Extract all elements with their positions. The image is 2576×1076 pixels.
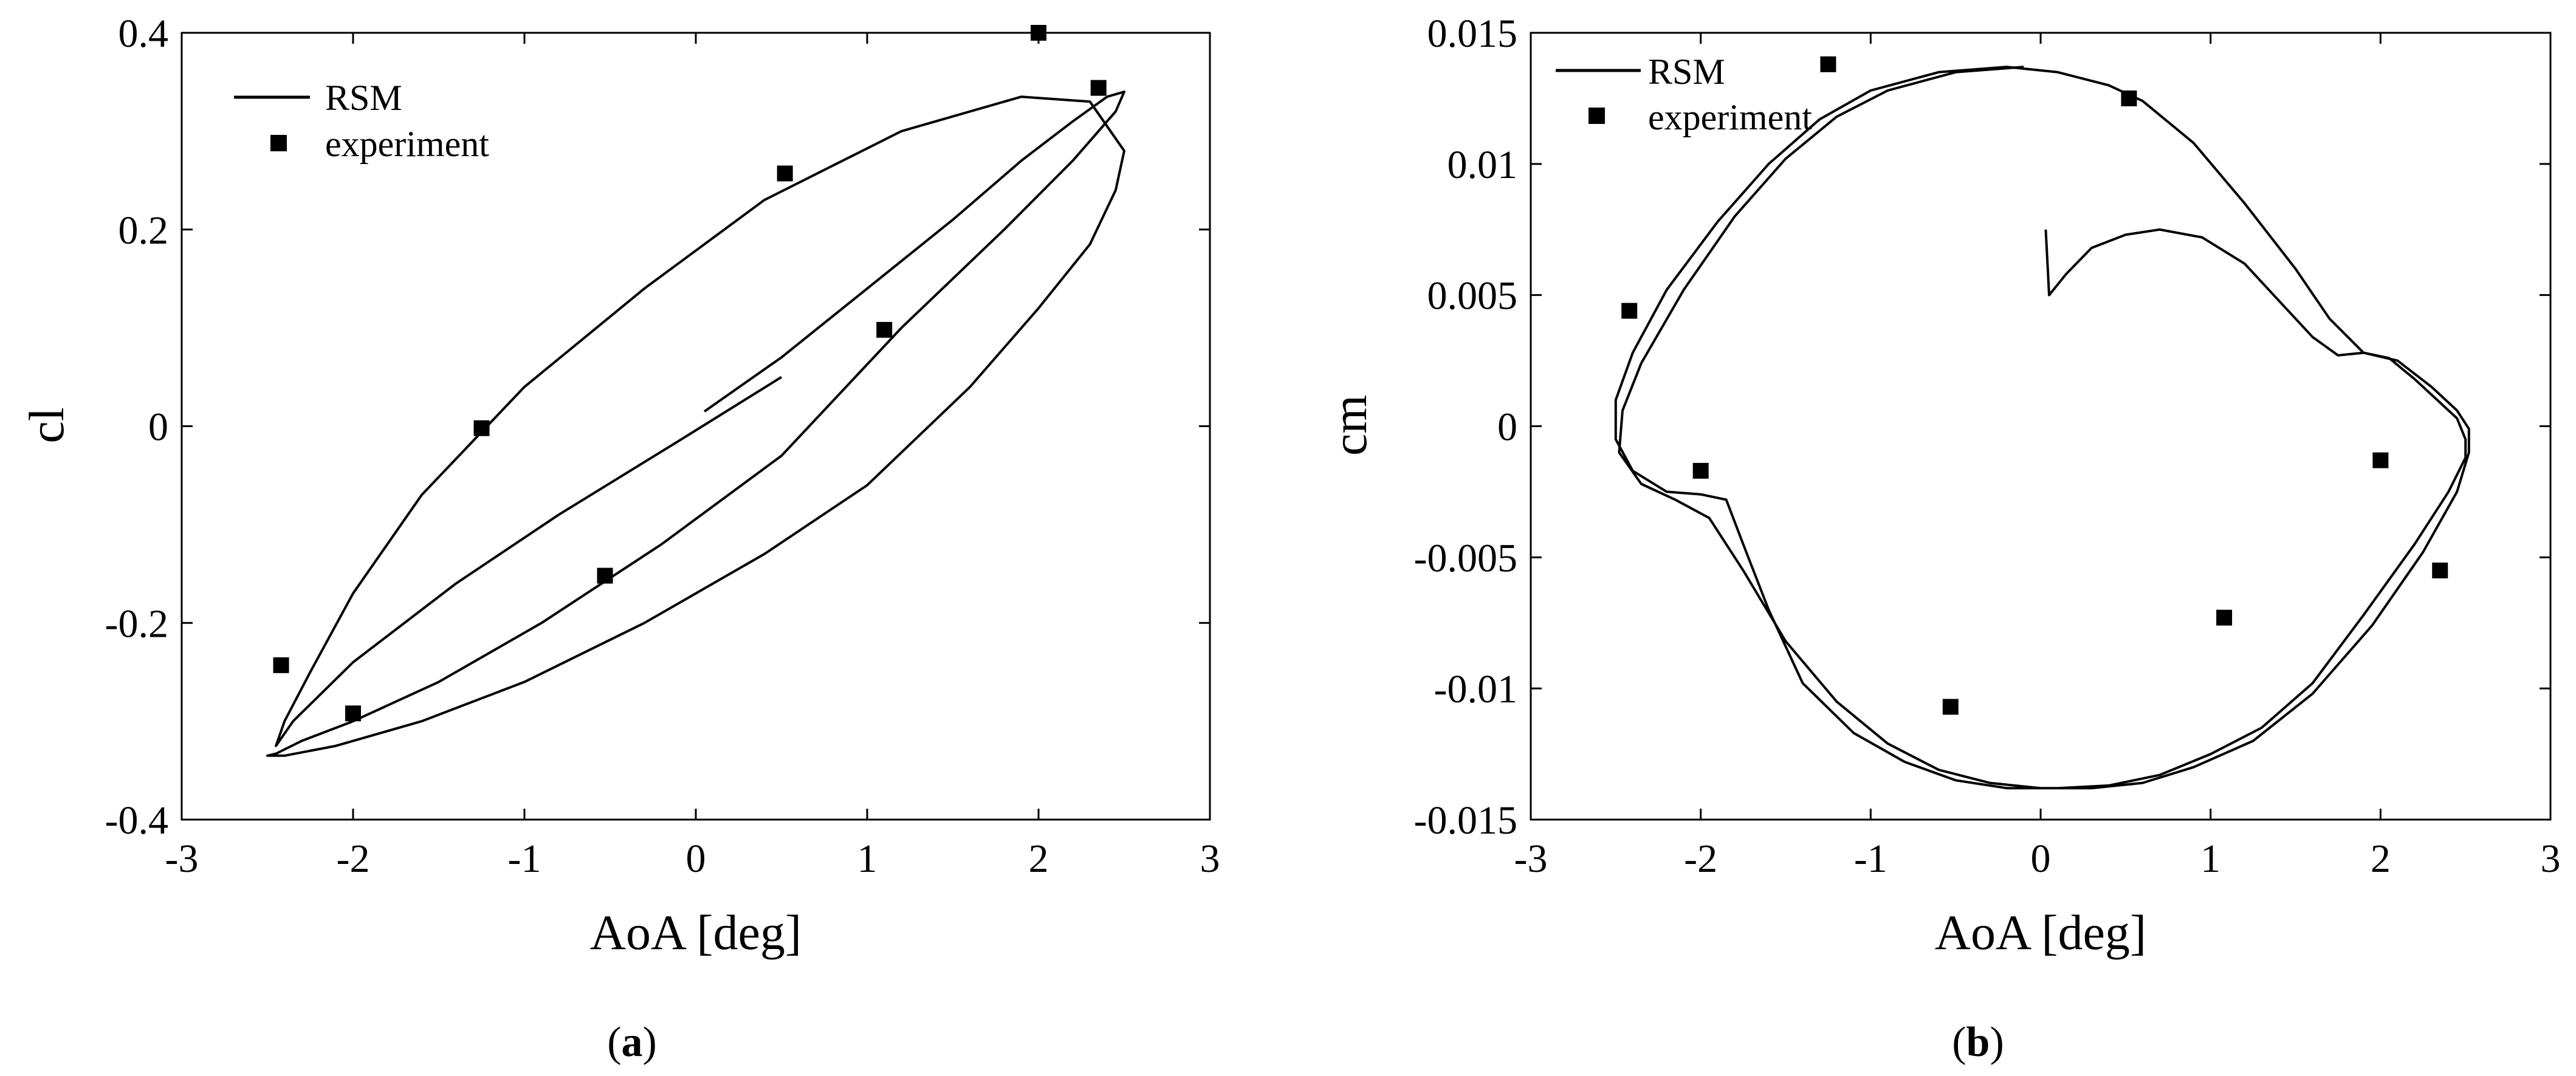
chart-a-x-ticks: -3 -2 -1 0 1 2 3 (165, 33, 1220, 881)
x-tick-label: 0 (686, 837, 706, 881)
experiment-point (273, 657, 289, 673)
y-tick-label: -0.4 (105, 798, 168, 843)
chart-a-x-axis-label: AoA [deg] (590, 905, 802, 960)
x-tick-label: 2 (2371, 837, 2391, 881)
x-tick-label: 3 (1200, 837, 1220, 881)
y-tick-label: 0.005 (1427, 274, 1518, 318)
x-tick-label: -1 (1854, 837, 1887, 881)
x-tick-label: 0 (2031, 837, 2051, 881)
chart-a: -3 -2 -1 0 1 2 3 -0.4-0.200.20.4 AoA [deg] cl … (19, 12, 1220, 1066)
y-tick-label: 0.01 (1448, 143, 1518, 187)
y-tick-label: -0.01 (1434, 667, 1517, 711)
series-line-rsm (266, 91, 1125, 757)
chart-b-series-markers (1621, 56, 2448, 715)
experiment-point (1031, 25, 1046, 41)
chart-b-y-axis-label: cm (1322, 395, 1377, 456)
x-tick-label: 2 (1029, 837, 1049, 881)
y-tick-label: 0 (148, 405, 168, 450)
x-tick-label: -3 (165, 837, 199, 881)
experiment-point (2121, 90, 2137, 106)
chart-b: -3 -2 -1 0 1 2 3 -0.015 -0.01 -0.005 0 0.005 0.01 0.… (1322, 12, 2561, 1066)
experiment-point (1090, 80, 1107, 96)
chart-b-panel-label: (b) (1952, 1019, 2004, 1066)
x-tick-label: -2 (1684, 837, 1717, 881)
x-tick-label: 3 (2541, 837, 2561, 881)
chart-a-y-axis-label: cl (19, 407, 74, 443)
chart-a-panel-label: (a) (607, 1019, 657, 1066)
y-tick-label: -0.015 (1414, 798, 1517, 843)
y-tick-label: 0.015 (1427, 12, 1518, 56)
y-tick-label: 0.4 (118, 12, 169, 56)
y-tick-label: 0.2 (118, 208, 169, 253)
chart-a-panel-letter: a (622, 1019, 643, 1066)
chart-a-series-lines (266, 91, 1125, 757)
x-tick-label: -3 (1514, 837, 1548, 881)
chart-a-series-markers (273, 25, 1107, 722)
y-tick-label: -0.2 (105, 601, 168, 646)
experiment-point (1621, 303, 1638, 319)
experiment-point (597, 567, 613, 584)
chart-a-legend: RSM experiment (234, 78, 489, 164)
chart-b-legend-marker-swatch (1589, 108, 1605, 124)
series-line-rsm (1614, 66, 2470, 790)
chart-a-y-ticks: -0.4 -0.2 0 0.2 0.4 (105, 12, 1210, 843)
experiment-point (473, 420, 490, 436)
experiment-point (2432, 562, 2448, 578)
experiment-point (2216, 609, 2233, 626)
chart-a-legend-label-experiment: experiment (325, 124, 489, 164)
chart-b-panel-letter: b (1966, 1019, 1990, 1066)
chart-b-legend-label-rsm: RSM (1648, 52, 1725, 92)
y-tick-label: 0 (1497, 405, 1517, 450)
chart-b-y-ticks: -0.015 -0.01 -0.005 0 0.005 0.01 0.015 (1414, 12, 2550, 843)
chart-b-x-axis-label: AoA [deg] (1935, 905, 2146, 960)
chart-b-series-lines (1614, 66, 2470, 790)
experiment-point (2372, 452, 2389, 468)
experiment-point (345, 705, 361, 722)
chart-a-legend-label-rsm: RSM (325, 78, 402, 118)
chart-b-legend: RSM experiment (1556, 52, 1812, 137)
experiment-point (1820, 56, 1836, 72)
experiment-point (1942, 699, 1959, 715)
x-tick-label: -1 (508, 837, 541, 881)
experiment-point (777, 165, 793, 182)
x-tick-label: 1 (857, 837, 878, 881)
chart-b-legend-label-experiment: experiment (1648, 97, 1812, 137)
experiment-point (1692, 462, 1709, 479)
y-tick-label: -0.005 (1414, 536, 1517, 580)
experiment-point (876, 321, 893, 338)
chart-b-x-ticks: -3 -2 -1 0 1 2 3 (1514, 33, 2561, 881)
x-tick-label: -2 (337, 837, 370, 881)
x-tick-label: 1 (2200, 837, 2221, 881)
chart-a-legend-marker-swatch (270, 135, 287, 151)
